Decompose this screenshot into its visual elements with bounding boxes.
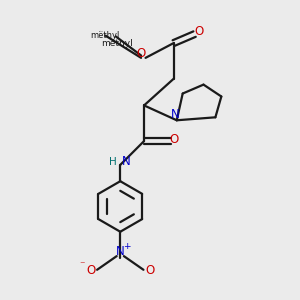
Text: N: N <box>116 245 125 258</box>
Text: +: + <box>123 242 130 250</box>
Text: O: O <box>170 133 179 146</box>
Text: methyl: methyl <box>91 31 120 40</box>
Text: ⁻: ⁻ <box>80 260 85 270</box>
Text: O: O <box>136 47 146 60</box>
Text: N: N <box>171 108 180 121</box>
Text: O: O <box>86 264 95 277</box>
Text: methyl: methyl <box>98 31 104 32</box>
Text: H: H <box>109 157 117 167</box>
Text: methyl: methyl <box>101 38 133 47</box>
Text: O: O <box>194 25 204 38</box>
Text: N: N <box>122 155 130 168</box>
Text: O: O <box>146 264 154 277</box>
